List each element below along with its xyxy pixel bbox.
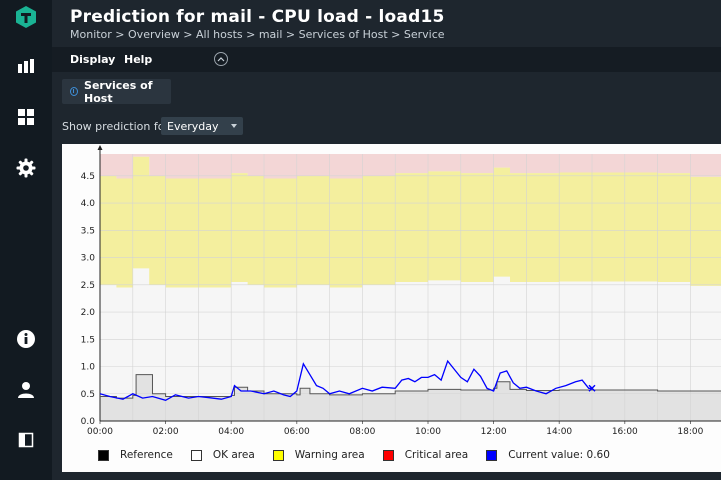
y-tick-label: 1.5 (81, 335, 95, 345)
prediction-select[interactable]: Everyday (161, 117, 243, 135)
help-icon[interactable] (14, 327, 38, 351)
current-value-marker (588, 384, 596, 392)
legend-swatch-critical-area (382, 449, 394, 461)
x-tick-label: 12:00 (481, 427, 507, 437)
reference-area (100, 374, 721, 421)
y-tick-label: 0.5 (81, 390, 95, 400)
user-icon[interactable] (14, 378, 38, 402)
menu-help[interactable]: Help (124, 53, 153, 66)
collapse-menu-button[interactable] (214, 52, 228, 66)
y-tick-label: 4.5 (81, 172, 95, 182)
y-tick-label: 2.5 (81, 281, 95, 291)
x-tick-label: 02:00 (153, 427, 179, 437)
legend-label-critical-area: Critical area (404, 449, 469, 461)
chevron-up-icon (217, 57, 225, 62)
x-tick-label: 10:00 (415, 427, 441, 437)
services-of-host-label: Services of Host (84, 78, 153, 105)
legend-item-warning-area: Warning area (272, 449, 365, 461)
prediction-select-value: Everyday (167, 119, 219, 133)
sidebar (0, 0, 52, 480)
legend-swatch-current-value (486, 449, 498, 461)
logo-icon[interactable] (14, 5, 38, 29)
prediction-label: Show prediction for (62, 120, 169, 133)
x-tick-label: 16:00 (612, 427, 638, 437)
y-tick-label: 1.0 (81, 363, 96, 373)
dropdown-caret-icon (231, 124, 237, 128)
dashboard-icon[interactable] (14, 105, 38, 129)
x-tick-label: 18:00 (677, 427, 703, 437)
legend-item-ok-area: OK area (190, 449, 255, 461)
legend-item-reference: Reference (98, 449, 173, 461)
current-value-line (99, 359, 592, 401)
legend-label-current-value: Current value: 0.60 (508, 449, 610, 461)
warning-area (100, 156, 721, 288)
legend-label-reference: Reference (120, 449, 173, 461)
menu-display[interactable]: Display (70, 53, 116, 66)
chart-svg: 0.0 0.5 1.0 1.5 2.0 2.5 3.0 3.5 4.0 4.5 00:00 02:00… (81, 145, 721, 437)
menu-bar: Display Help (52, 47, 721, 72)
y-tick-label: 0.0 (81, 417, 96, 427)
y-tick-label: 3.0 (81, 254, 96, 264)
legend-label-ok-area: OK area (212, 449, 255, 461)
legend-swatch-reference (98, 449, 109, 461)
x-tick-label: 08:00 (349, 427, 375, 437)
page-title: Prediction for mail - CPU load - load15 (70, 7, 445, 27)
y-axis-arrow (97, 145, 103, 150)
monitor-icon[interactable] (14, 54, 38, 78)
setup-icon[interactable] (14, 156, 38, 180)
legend-swatch-warning-area (272, 449, 284, 461)
up-arrow-icon (70, 87, 79, 96)
legend-swatch-ok-area (190, 449, 202, 461)
chart-legend: Reference OK area Warning area Critical … (98, 447, 628, 463)
sidebar-toggle-icon[interactable] (14, 428, 38, 452)
prediction-chart: 0.0 0.5 1.0 1.5 2.0 2.5 3.0 3.5 4.0 4.5 00:00 02:00… (62, 144, 721, 472)
legend-item-current-value: Current value: 0.60 (486, 449, 610, 461)
x-tick-label: 14:00 (546, 427, 572, 437)
x-tick-label: 06:00 (284, 427, 310, 437)
y-tick-label: 4.0 (81, 199, 96, 209)
breadcrumb[interactable]: Monitor > Overview > All hosts > mail > … (70, 28, 445, 41)
services-of-host-button[interactable]: Services of Host (62, 78, 171, 105)
critical-area (100, 154, 721, 179)
x-tick-label: 00:00 (87, 427, 113, 437)
legend-label-warning-area: Warning area (294, 449, 365, 461)
legend-item-critical-area: Critical area (382, 449, 469, 461)
x-tick-label: 04:00 (218, 427, 244, 437)
y-tick-label: 2.0 (81, 308, 96, 318)
y-tick-label: 3.5 (81, 226, 95, 236)
